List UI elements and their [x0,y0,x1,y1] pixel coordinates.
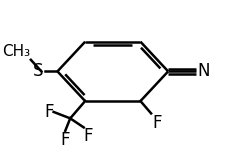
Text: F: F [83,127,93,145]
Text: F: F [60,131,70,149]
Text: CH₃: CH₃ [2,44,30,59]
Text: N: N [196,62,209,80]
Text: F: F [44,103,53,121]
Text: F: F [152,114,161,132]
Text: S: S [33,62,43,80]
